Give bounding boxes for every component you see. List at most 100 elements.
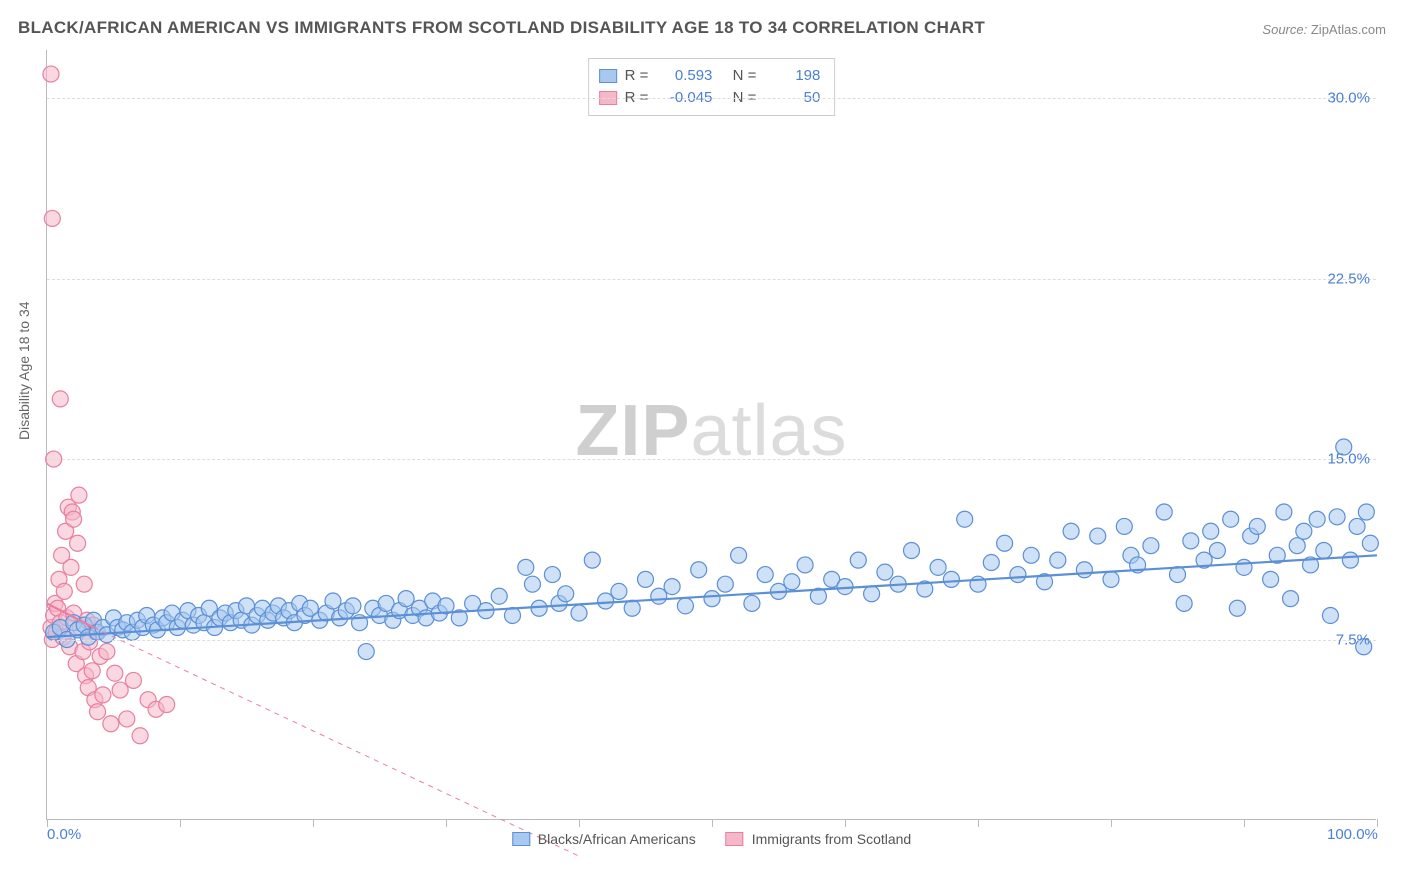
scatter-point — [930, 559, 946, 575]
scatter-point — [518, 559, 534, 575]
y-tick-label: 7.5% — [1336, 631, 1370, 648]
scatter-point — [704, 591, 720, 607]
scatter-point — [95, 687, 111, 703]
scatter-point — [99, 644, 115, 660]
scatter-point — [784, 574, 800, 590]
scatter-point — [1183, 533, 1199, 549]
scatter-point — [1316, 543, 1332, 559]
scatter-point — [544, 567, 560, 583]
scatter-point — [744, 595, 760, 611]
scatter-point — [398, 591, 414, 607]
scatter-point — [997, 535, 1013, 551]
scatter-point — [1209, 543, 1225, 559]
scatter-point — [71, 487, 87, 503]
scatter-point — [1116, 518, 1132, 534]
x-tick — [845, 819, 846, 827]
scatter-point — [358, 644, 374, 660]
scatter-point — [1143, 538, 1159, 554]
scatter-point — [56, 583, 72, 599]
scatter-point — [757, 567, 773, 583]
scatter-point — [107, 665, 123, 681]
scatter-point — [904, 543, 920, 559]
scatter-point — [1156, 504, 1172, 520]
scatter-point — [1103, 571, 1119, 587]
scatter-point — [1309, 511, 1325, 527]
correlation-chart: BLACK/AFRICAN AMERICAN VS IMMIGRANTS FRO… — [0, 0, 1406, 892]
plot-area: ZIPatlas R = 0.593 N = 198 R = -0.045 N … — [46, 50, 1376, 820]
scatter-point — [558, 586, 574, 602]
scatter-point — [731, 547, 747, 563]
scatter-point — [1023, 547, 1039, 563]
scatter-point — [44, 210, 60, 226]
scatter-point — [1349, 518, 1365, 534]
scatter-svg — [47, 50, 1376, 819]
scatter-point — [43, 66, 59, 82]
y-tick-label: 30.0% — [1327, 90, 1370, 107]
scatter-point — [1358, 504, 1374, 520]
scatter-point — [1090, 528, 1106, 544]
scatter-point — [611, 583, 627, 599]
scatter-point — [1010, 567, 1026, 583]
trend-line — [47, 555, 1377, 637]
source-site: ZipAtlas.com — [1311, 22, 1386, 37]
x-tick — [579, 819, 580, 827]
scatter-point — [797, 557, 813, 573]
scatter-point — [983, 555, 999, 571]
scatter-point — [1176, 595, 1192, 611]
x-tick-label: 100.0% — [1327, 826, 1378, 843]
scatter-point — [624, 600, 640, 616]
scatter-point — [850, 552, 866, 568]
legend-label-0: Blacks/African Americans — [538, 831, 696, 847]
scatter-point — [1223, 511, 1239, 527]
scatter-point — [63, 559, 79, 575]
trend-line — [94, 628, 579, 857]
scatter-point — [664, 579, 680, 595]
scatter-point — [957, 511, 973, 527]
legend-item-1: Immigrants from Scotland — [726, 831, 912, 847]
gridline-h — [47, 98, 1376, 99]
legend-swatch-1 — [726, 832, 744, 846]
gridline-h — [47, 640, 1376, 641]
scatter-point — [1276, 504, 1292, 520]
scatter-point — [491, 588, 507, 604]
scatter-point — [125, 672, 141, 688]
scatter-point — [52, 391, 68, 407]
scatter-point — [1249, 518, 1265, 534]
scatter-point — [571, 605, 587, 621]
scatter-point — [717, 576, 733, 592]
scatter-point — [103, 716, 119, 732]
scatter-point — [90, 704, 106, 720]
x-tick — [180, 819, 181, 827]
gridline-h — [47, 459, 1376, 460]
scatter-point — [1342, 552, 1358, 568]
scatter-point — [864, 586, 880, 602]
x-tick — [712, 819, 713, 827]
chart-title: BLACK/AFRICAN AMERICAN VS IMMIGRANTS FRO… — [18, 18, 985, 38]
source-attribution: Source: ZipAtlas.com — [1262, 22, 1386, 37]
scatter-point — [1322, 607, 1338, 623]
scatter-point — [70, 535, 86, 551]
source-label: Source: — [1262, 22, 1307, 37]
scatter-point — [691, 562, 707, 578]
scatter-point — [1076, 562, 1092, 578]
legend-swatch-0 — [512, 832, 530, 846]
scatter-point — [877, 564, 893, 580]
scatter-point — [345, 598, 361, 614]
x-tick — [978, 819, 979, 827]
scatter-point — [584, 552, 600, 568]
scatter-point — [1050, 552, 1066, 568]
scatter-point — [112, 682, 128, 698]
y-axis-title: Disability Age 18 to 34 — [16, 301, 32, 440]
scatter-point — [1296, 523, 1312, 539]
scatter-point — [66, 511, 82, 527]
scatter-point — [325, 593, 341, 609]
scatter-point — [1229, 600, 1245, 616]
scatter-point — [1289, 538, 1305, 554]
legend-label-1: Immigrants from Scotland — [752, 831, 912, 847]
x-tick — [446, 819, 447, 827]
scatter-point — [1283, 591, 1299, 607]
scatter-point — [76, 576, 92, 592]
y-tick-label: 15.0% — [1327, 451, 1370, 468]
scatter-point — [1063, 523, 1079, 539]
x-tick — [1244, 819, 1245, 827]
